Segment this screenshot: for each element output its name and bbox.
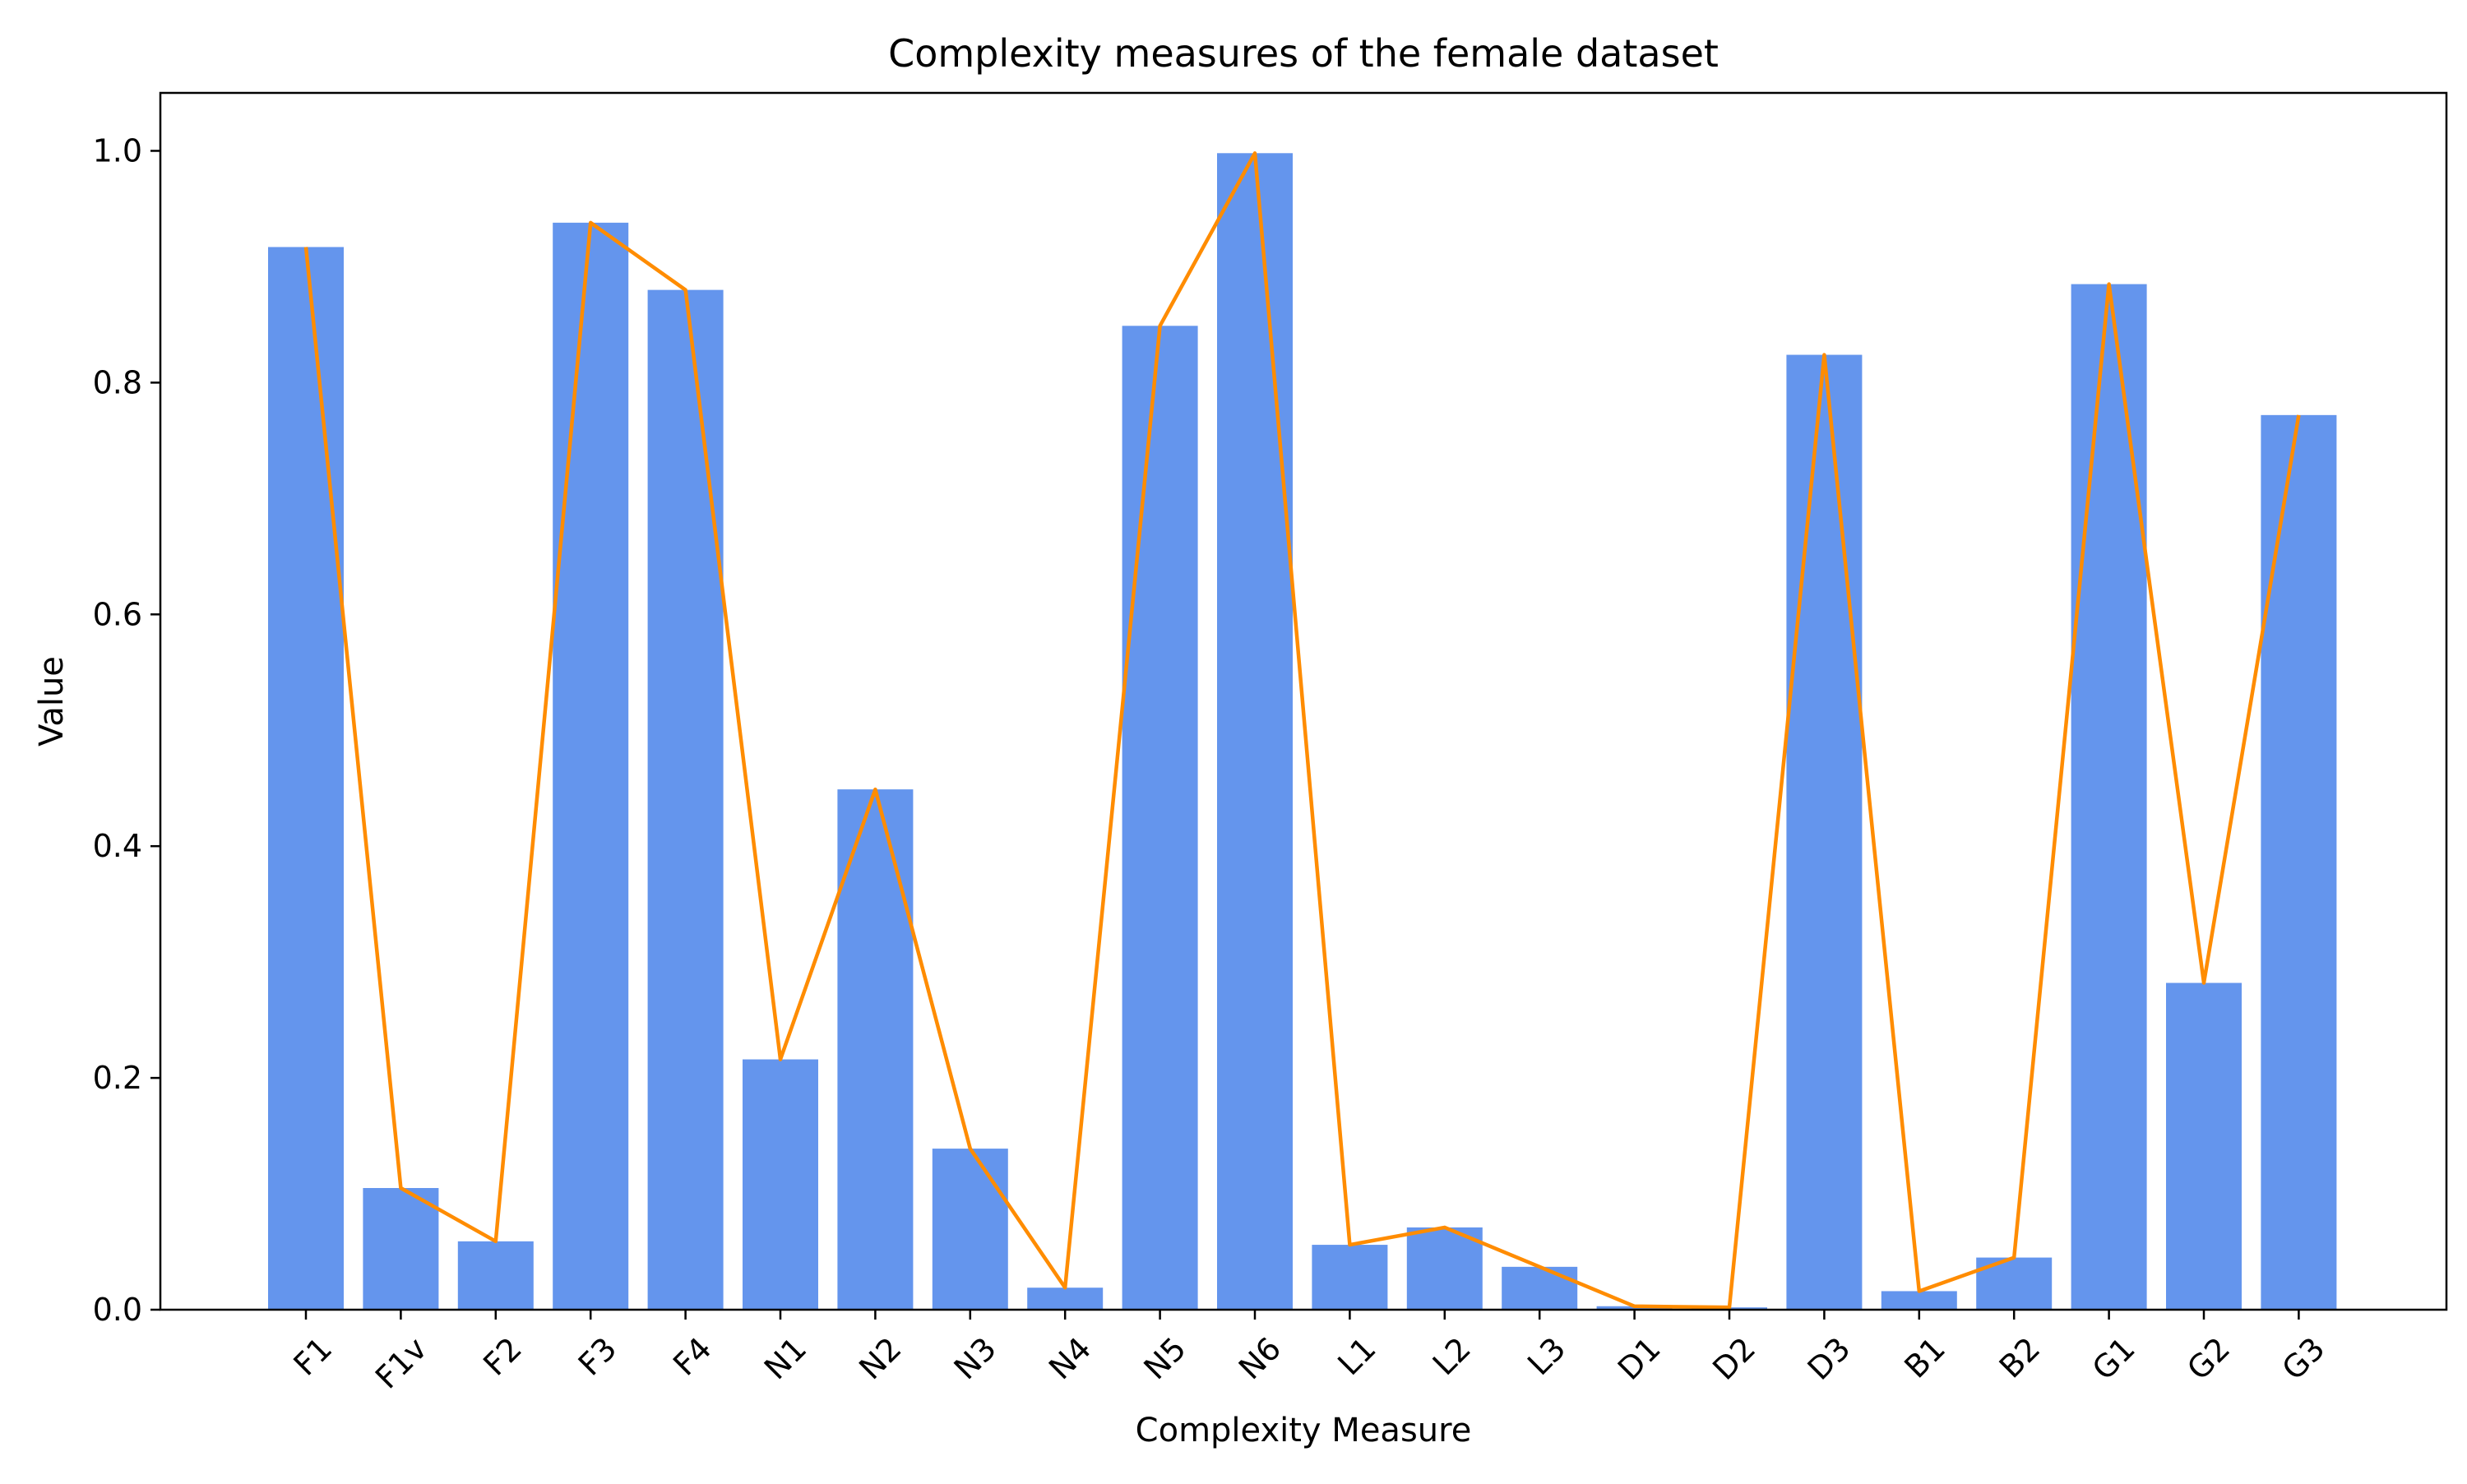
bar-g3	[2261, 414, 2337, 1310]
y-tick-label: 0.2	[93, 1060, 142, 1096]
bar-b1	[1881, 1291, 1957, 1310]
x-tick-label: F3	[572, 1330, 624, 1383]
x-tick-label: F2	[476, 1330, 529, 1383]
bar-n2	[837, 789, 914, 1310]
x-tick-label: G1	[2085, 1330, 2142, 1387]
bar-d3	[1786, 354, 1863, 1310]
x-tick-label: B1	[1897, 1330, 1952, 1385]
x-tick-label: N3	[947, 1330, 1003, 1386]
bar-l3	[1502, 1266, 1578, 1310]
bar-n5	[1122, 326, 1198, 1310]
y-tick-label: 0.4	[93, 828, 142, 864]
bar-n6	[1217, 153, 1293, 1310]
plot-frame	[159, 91, 2448, 1311]
x-tick-label: F1v	[368, 1330, 434, 1396]
bar-f2	[457, 1241, 534, 1310]
bar-f1	[268, 247, 344, 1310]
bar-n1	[743, 1059, 818, 1310]
y-axis: 0.0 0.2 0.4 0.6 0.8 1.0	[93, 132, 160, 1328]
x-axis: F1 F1v F2 F3 F4 N1 N2 N3 N4 N5 N6 L1 L2 L3 D1 D2 D3 B1 B2 G…	[286, 1310, 2332, 1396]
x-tick-label: L3	[1520, 1330, 1572, 1382]
x-tick-label: G2	[2180, 1330, 2237, 1387]
y-tick-label: 0.8	[93, 364, 142, 400]
x-tick-label: L1	[1331, 1330, 1382, 1382]
series-line	[303, 151, 2301, 1310]
bar-g1	[2071, 284, 2147, 1311]
y-tick-label: 0.6	[93, 596, 142, 632]
bar-n4	[1027, 1288, 1104, 1310]
x-tick-label: N4	[1042, 1330, 1098, 1386]
x-tick-label: N6	[1232, 1330, 1288, 1386]
y-tick-label: 1.0	[93, 132, 142, 169]
x-tick-label: F4	[666, 1330, 719, 1383]
x-tick-label: N2	[852, 1330, 908, 1386]
x-tick-label: N5	[1136, 1330, 1192, 1386]
bar-g2	[2166, 982, 2242, 1310]
x-axis-label: Complexity Measure	[1136, 1412, 1472, 1449]
x-tick-label: D1	[1611, 1330, 1668, 1387]
x-tick-label: N1	[757, 1330, 813, 1386]
x-tick-label: L2	[1426, 1330, 1478, 1382]
bar-f4	[647, 289, 724, 1311]
x-tick-label: D3	[1801, 1330, 1858, 1387]
x-tick-label: F1	[286, 1330, 339, 1383]
bars-group	[268, 153, 2337, 1311]
y-axis-label: Value	[33, 656, 71, 747]
y-tick-label: 0.0	[93, 1292, 142, 1328]
bar-l1	[1312, 1245, 1388, 1310]
bar-l2	[1406, 1227, 1483, 1310]
x-tick-label: B2	[1993, 1330, 2048, 1385]
bar-f3	[553, 222, 629, 1310]
x-tick-label: D2	[1706, 1330, 1762, 1387]
bar-n3	[932, 1149, 1008, 1310]
chart-title: Complexity measures of the female datase…	[888, 31, 1719, 76]
bar-f1v	[363, 1188, 439, 1310]
x-tick-label: G3	[2275, 1330, 2332, 1387]
